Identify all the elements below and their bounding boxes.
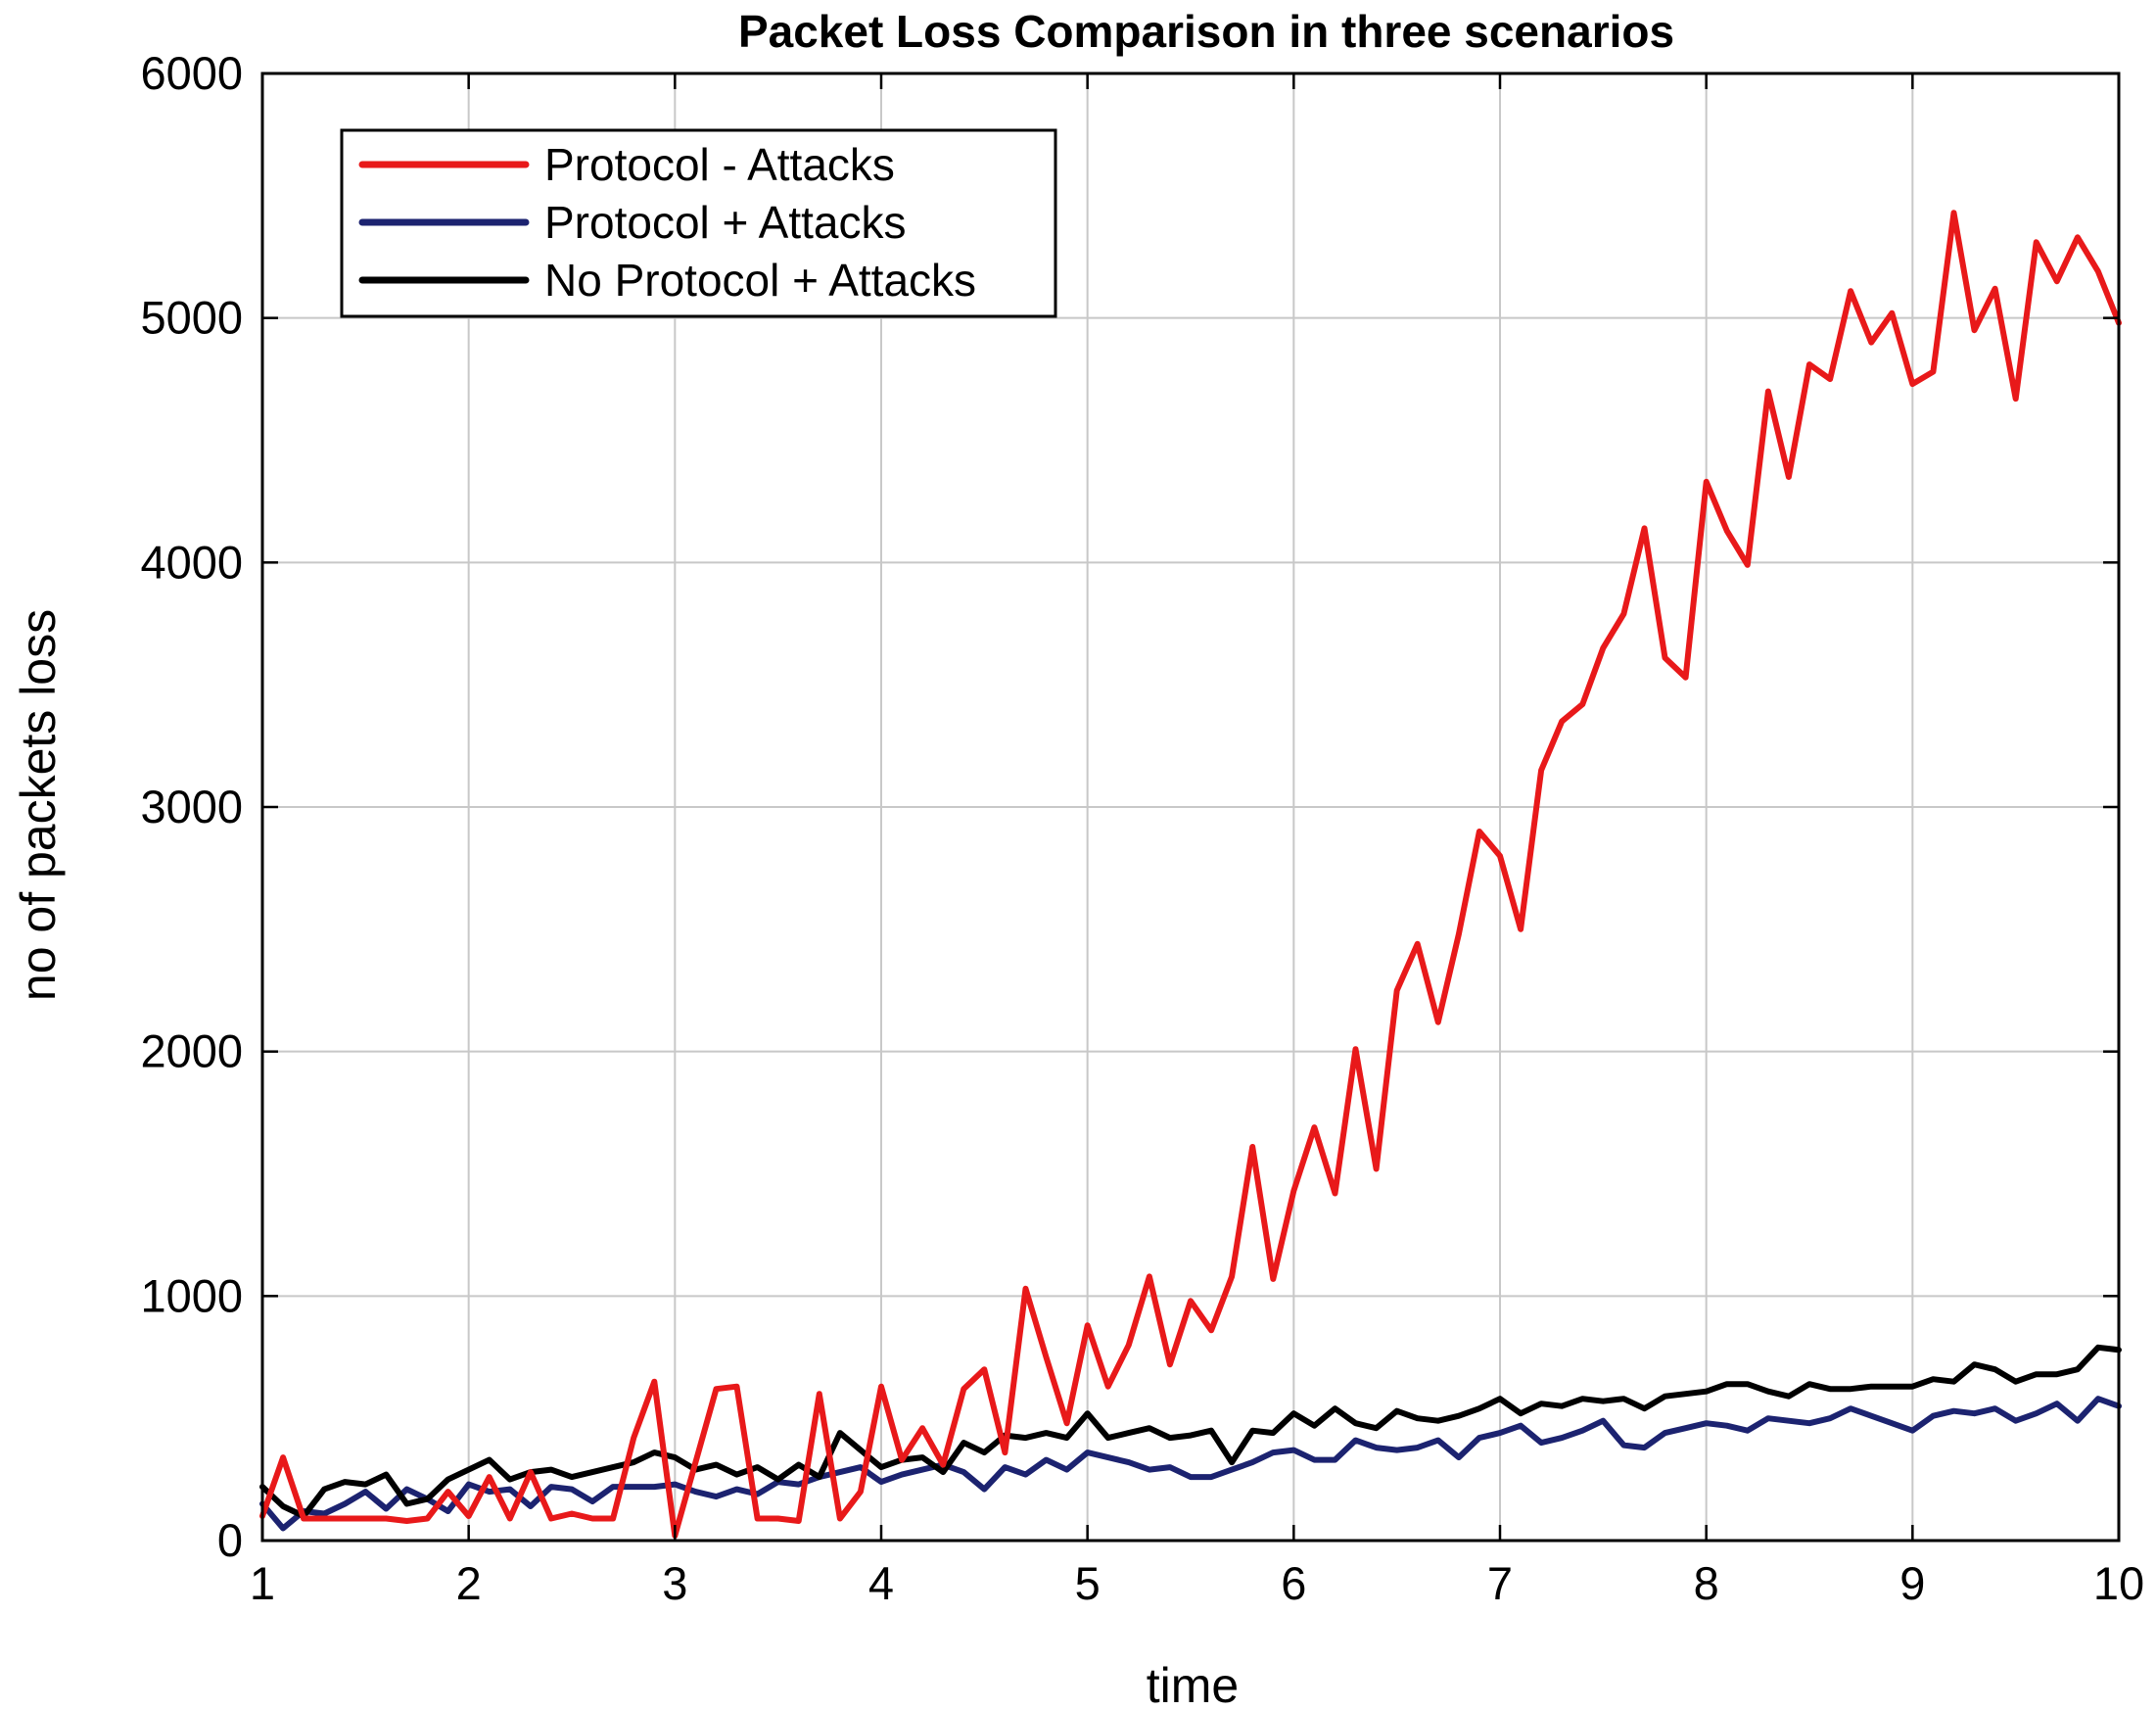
series-group	[259, 210, 2122, 1539]
y-tick-label: 5000	[140, 292, 243, 344]
tick-marks	[260, 71, 2121, 1543]
series-line	[259, 210, 2122, 1539]
series-1	[259, 210, 2122, 1539]
y-axis-label: no of packets loss	[11, 609, 66, 1001]
y-tick-label: 3000	[140, 781, 243, 832]
x-tick-label: 2	[456, 1557, 482, 1609]
series-line	[259, 1396, 2122, 1532]
y-tick-label: 4000	[140, 536, 243, 588]
legend: Protocol - Attacks Protocol + Attacks No P…	[340, 128, 1057, 318]
y-tick-label: 0	[217, 1514, 243, 1566]
tick-labels: 1 2 3 4 5 6 7 8 9 10 0 1000 2000 3000 4000 5000 6000	[140, 47, 2144, 1609]
x-tick-label: 4	[868, 1557, 894, 1609]
y-tick-label: 6000	[140, 47, 243, 99]
x-tick-label: 5	[1075, 1557, 1101, 1609]
legend-entry-label: No Protocol + Attacks	[544, 255, 976, 306]
x-tick-label: 8	[1694, 1557, 1719, 1609]
series-3	[259, 1344, 2122, 1519]
x-axis-label: time	[1147, 1658, 1239, 1710]
x-tick-label: 7	[1487, 1557, 1513, 1609]
legend-entry-label: Protocol - Attacks	[544, 139, 895, 190]
plot-area	[259, 71, 2122, 1543]
chart-title: Packet Loss Comparison in three scenario…	[738, 6, 1674, 57]
series-line	[259, 1344, 2122, 1519]
x-tick-label: 9	[1899, 1557, 1925, 1609]
legend-entry-label: Protocol + Attacks	[544, 197, 906, 248]
x-tick-label: 6	[1281, 1557, 1306, 1609]
series-2	[259, 1396, 2122, 1532]
x-tick-label: 3	[662, 1557, 687, 1609]
x-tick-label: 10	[2093, 1557, 2144, 1609]
y-tick-label: 1000	[140, 1269, 243, 1321]
x-tick-label: 1	[250, 1557, 275, 1609]
y-tick-label: 2000	[140, 1025, 243, 1077]
